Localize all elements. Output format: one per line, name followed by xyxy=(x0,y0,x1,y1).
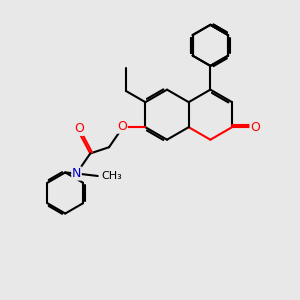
Text: N: N xyxy=(72,167,81,180)
Text: O: O xyxy=(117,120,127,133)
Text: CH₃: CH₃ xyxy=(101,171,122,181)
Text: O: O xyxy=(74,122,84,135)
Text: O: O xyxy=(250,121,260,134)
